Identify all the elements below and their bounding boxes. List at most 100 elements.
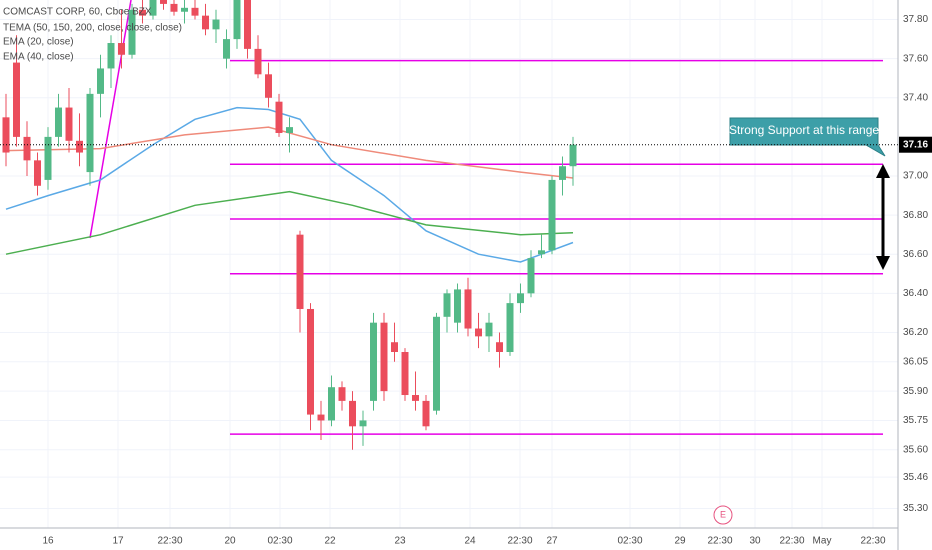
grid bbox=[0, 0, 898, 528]
moving-average bbox=[5, 106, 574, 263]
x-tick-label: 22:30 bbox=[157, 536, 182, 547]
candle-body bbox=[422, 400, 430, 427]
event-marker[interactable] bbox=[713, 505, 733, 525]
candle-body bbox=[76, 140, 83, 153]
y-tick-label: 35.30 bbox=[903, 503, 928, 514]
y-tick-label: 36.20 bbox=[903, 327, 928, 338]
candle-body bbox=[328, 387, 335, 421]
x-tick-label: May bbox=[813, 536, 832, 547]
x-tick-label: 22:30 bbox=[779, 536, 804, 547]
y-tick-label: 35.75 bbox=[903, 415, 928, 426]
x-tick-label: 22:30 bbox=[860, 536, 885, 547]
x-tick-label: 20 bbox=[224, 536, 236, 547]
last-price-label: 37.16 bbox=[903, 139, 928, 150]
y-tick-label: 36.40 bbox=[903, 288, 928, 299]
candle-body bbox=[475, 328, 482, 337]
candle-body bbox=[202, 15, 209, 30]
arrow-head bbox=[876, 256, 890, 270]
candle-body bbox=[433, 316, 440, 411]
candle-body bbox=[65, 107, 73, 141]
x-tick-label: 22:30 bbox=[707, 536, 732, 547]
range-arrow bbox=[876, 164, 890, 270]
candle-body bbox=[443, 293, 451, 317]
candle-body bbox=[139, 9, 146, 16]
x-tick-label: 24 bbox=[464, 536, 476, 547]
candle-body bbox=[254, 48, 262, 75]
candle-body bbox=[212, 19, 220, 30]
candle-body bbox=[559, 166, 566, 180]
candle-body bbox=[401, 352, 409, 396]
x-tick-label: 27 bbox=[546, 536, 558, 547]
x-tick-label: 22 bbox=[324, 536, 336, 547]
candle-body bbox=[485, 322, 493, 337]
candle-body bbox=[55, 107, 62, 137]
candle-body bbox=[517, 293, 524, 304]
y-tick-label: 36.60 bbox=[903, 249, 928, 260]
candle-body bbox=[191, 7, 199, 16]
candle-body bbox=[538, 250, 545, 255]
candle-body bbox=[265, 74, 272, 98]
arrow-head bbox=[876, 164, 890, 178]
legend-entry: EMA (20, close) bbox=[3, 37, 74, 48]
y-tick-label: 35.90 bbox=[903, 386, 928, 397]
legend-entry: EMA (40, close) bbox=[3, 52, 74, 63]
candle-body bbox=[181, 7, 188, 12]
y-tick-label: 37.00 bbox=[903, 171, 928, 182]
candle-body bbox=[464, 289, 472, 329]
candle-body bbox=[391, 342, 398, 352]
event-label: E bbox=[720, 509, 726, 519]
legend-entry: COMCAST CORP, 60, Cboe BZX bbox=[3, 7, 152, 18]
y-tick-label: 37.40 bbox=[903, 92, 928, 103]
candle-body bbox=[359, 420, 367, 427]
candle-body bbox=[527, 258, 535, 294]
candle-body bbox=[170, 3, 178, 12]
candle-body bbox=[23, 136, 31, 161]
candle-body bbox=[506, 303, 514, 352]
y-tick-label: 35.46 bbox=[903, 472, 928, 483]
legend: COMCAST CORP, 60, Cboe BZX TEMA (50, 150… bbox=[3, 7, 182, 63]
candle-body bbox=[286, 127, 293, 133]
candle-body bbox=[86, 93, 94, 173]
y-tick-label: 35.60 bbox=[903, 444, 928, 455]
moving-average bbox=[5, 126, 574, 179]
candle-body bbox=[380, 322, 388, 392]
plot bbox=[2, 0, 883, 450]
candle-body bbox=[338, 387, 346, 401]
x-tick-label: 23 bbox=[394, 536, 406, 547]
trend-line bbox=[89, 0, 132, 239]
candle-body bbox=[370, 322, 377, 401]
y-tick-label: 37.60 bbox=[903, 53, 928, 64]
callout: Strong Support at this range bbox=[729, 117, 886, 157]
candle-body bbox=[34, 160, 41, 186]
x-tick-label: 30 bbox=[749, 536, 761, 547]
candle-body bbox=[412, 395, 419, 401]
x-tick-label: 17 bbox=[112, 536, 124, 547]
x-tick-label: 22:30 bbox=[507, 536, 532, 547]
x-tick-label: 16 bbox=[42, 536, 54, 547]
annotation: Strong Support at this range bbox=[729, 123, 879, 137]
candle-body bbox=[496, 342, 503, 352]
y-tick-label: 37.80 bbox=[903, 14, 928, 25]
candle-body bbox=[569, 144, 577, 167]
y-tick-label: 36.80 bbox=[903, 210, 928, 221]
last-price-box bbox=[899, 136, 932, 153]
candle-body bbox=[118, 43, 125, 55]
candle-body bbox=[296, 234, 304, 309]
moving-average bbox=[5, 190, 574, 255]
candle-body bbox=[454, 289, 461, 323]
candle-body bbox=[2, 117, 10, 153]
candle-body bbox=[128, 9, 136, 55]
legend-entry: TEMA (50, 150, 200, close, close, close) bbox=[3, 23, 182, 34]
candle-body bbox=[160, 0, 167, 4]
candle-body bbox=[13, 62, 20, 137]
candle-body bbox=[275, 101, 283, 133]
x-tick-label: 02:30 bbox=[267, 536, 292, 547]
candle-body bbox=[548, 179, 556, 251]
candle-body bbox=[317, 414, 325, 421]
y-tick-label: 36.05 bbox=[903, 356, 928, 367]
candle-body bbox=[223, 39, 230, 59]
x-tick-label: 29 bbox=[674, 536, 686, 547]
candle-body bbox=[97, 68, 104, 94]
